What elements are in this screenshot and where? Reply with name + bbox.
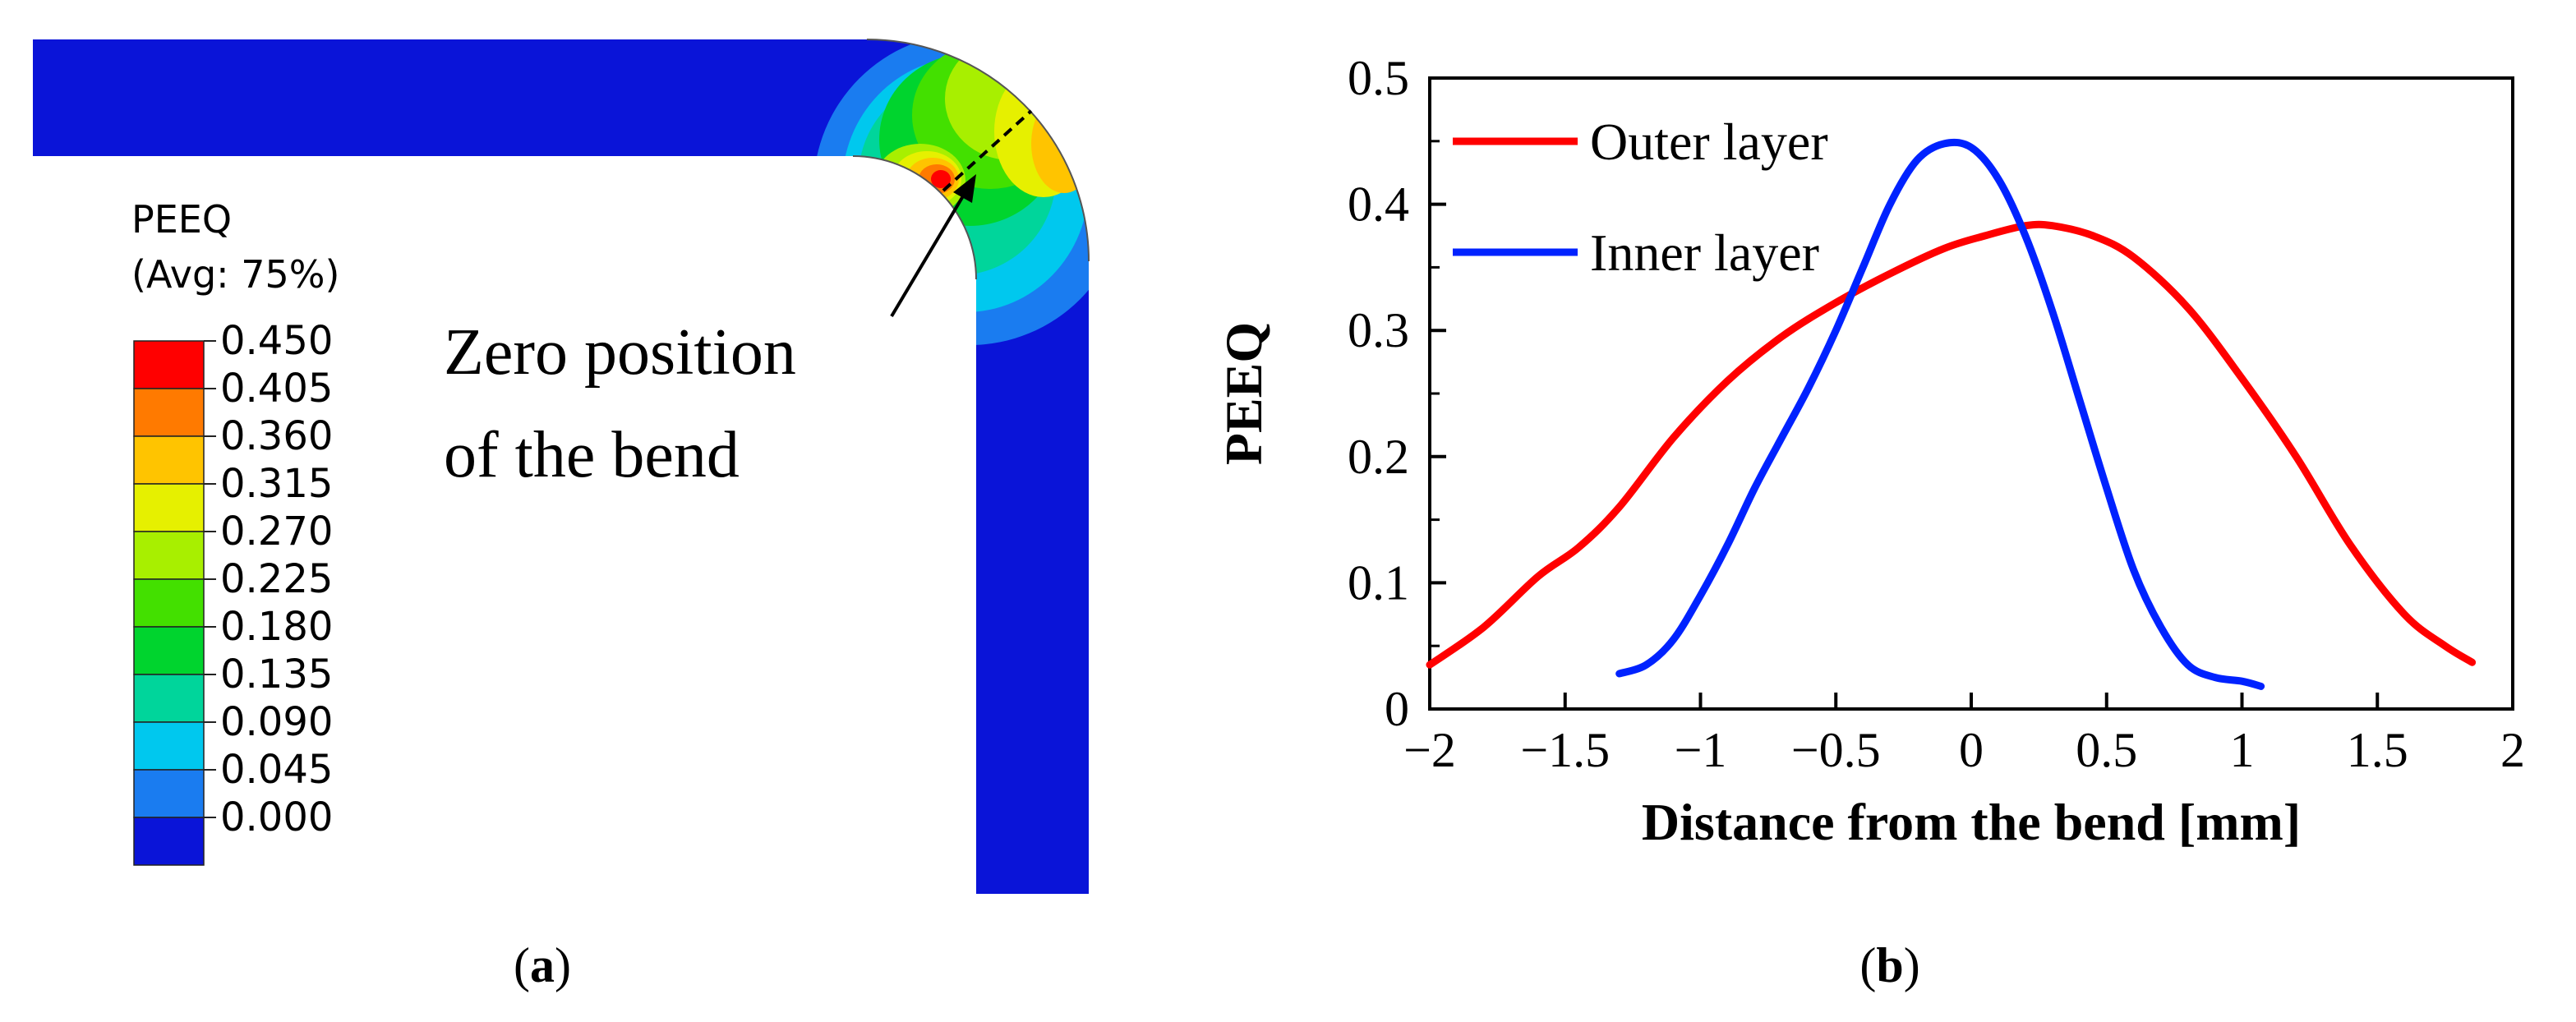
legend-swatch — [133, 435, 205, 485]
y-tick-label: 0.5 — [1348, 51, 1409, 105]
legend-level-label: 0.090 — [220, 699, 333, 745]
y-tick-label: 0.2 — [1348, 430, 1409, 484]
legend-entry-outer-layer: Outer layer — [1590, 113, 1828, 171]
y-tick-label: 0.3 — [1348, 303, 1409, 357]
x-tick-label: −0.5 — [1791, 723, 1881, 777]
pipe-outline — [852, 39, 1090, 280]
x-axis-label: Distance from the bend [mm] — [1642, 793, 2301, 851]
legend-swatch — [133, 721, 205, 771]
panel-a-label-close: ) — [555, 938, 571, 992]
legend-level-label: 0.135 — [220, 651, 333, 697]
x-tick-label: 0 — [1959, 723, 1984, 777]
panel-b-line-chart: 0 0.1 0.2 0.3 0.4 0.5 −2 −1.5 −1 −0.5 0 0.5 1 1.5 2 O… — [1214, 51, 2525, 992]
y-axis-ticks: 0 0.1 0.2 0.3 0.4 0.5 — [1348, 51, 1446, 736]
y-tick-label: 0 — [1385, 682, 1409, 736]
legend-level-label: 0.225 — [220, 556, 333, 602]
panel-b-label-letter: b — [1876, 938, 1903, 992]
series-line-outer-layer — [1426, 220, 2477, 669]
legend-swatch — [133, 578, 205, 628]
legend-swatch — [133, 626, 205, 675]
legend-level-label: 0.045 — [220, 747, 333, 793]
legend-swatch — [133, 388, 205, 437]
legend-title: PEEQ — [131, 197, 232, 242]
annotation-line-1: Zero position — [444, 316, 796, 389]
contour-legend: PEEQ (Avg: 75%) 0.4500.4050.3600.3150.27… — [131, 197, 339, 866]
panel-a-label: (a) — [514, 938, 571, 992]
legend-level-label: 0.450 — [220, 318, 333, 364]
legend-subtitle: (Avg: 75%) — [131, 252, 339, 297]
legend-swatch — [133, 674, 205, 723]
legend-swatch — [133, 817, 205, 866]
legend-level-label: 0.405 — [220, 366, 333, 412]
series-line-inner-layer — [1615, 138, 2265, 690]
legend-level-label: 0.360 — [220, 413, 333, 459]
x-tick-label: 0.5 — [2076, 723, 2137, 777]
x-tick-label: 1.5 — [2347, 723, 2408, 777]
y-tick-label: 0.1 — [1348, 555, 1409, 610]
panel-b-label-open: ( — [1859, 938, 1876, 992]
contour-inner-0450 — [931, 170, 951, 188]
x-tick-label: 2 — [2500, 723, 2525, 777]
x-tick-label: 1 — [2230, 723, 2255, 777]
y-axis-label: PEEQ — [1214, 322, 1273, 465]
legend-level-label: 0.315 — [220, 461, 333, 507]
x-tick-label: −1.5 — [1520, 723, 1610, 777]
legend-entry-inner-layer: Inner layer — [1590, 223, 1819, 282]
panel-a-label-open: ( — [514, 938, 530, 992]
zero-position-dashed-line — [942, 109, 1033, 192]
legend-swatch — [133, 483, 205, 532]
chart-legend: Outer layer Inner layer — [1453, 113, 1828, 282]
x-axis-ticks: −2 −1.5 −1 −0.5 0 0.5 1 1.5 2 — [1403, 693, 2525, 777]
legend-labels: 0.4500.4050.3600.3150.2700.2250.1800.135… — [204, 318, 333, 840]
panel-a-contour-plot: Zero position of the bend PEEQ (Avg: 75%… — [33, 39, 1090, 992]
legend-swatch — [133, 340, 205, 389]
legend-swatches — [133, 340, 205, 866]
legend-level-label: 0.180 — [220, 604, 333, 650]
panel-a-label-letter: a — [530, 938, 555, 992]
annotation-arrowhead — [953, 174, 976, 203]
x-tick-label: −2 — [1403, 723, 1456, 777]
annotation-line-2: of the bend — [444, 419, 740, 491]
panel-b-label: (b) — [1859, 938, 1919, 992]
contour-band-0360-outer — [1031, 94, 1089, 193]
y-tick-label: 0.4 — [1348, 177, 1409, 232]
legend-swatch — [133, 769, 205, 818]
annotation-arrow-shaft — [890, 189, 968, 318]
plot-frame — [1428, 76, 2514, 711]
panel-b-label-close: ) — [1904, 938, 1920, 992]
series-lines — [1426, 138, 2477, 690]
legend-swatch — [133, 531, 205, 580]
legend-level-label: 0.270 — [220, 509, 333, 555]
x-tick-label: −1 — [1675, 723, 1727, 777]
legend-level-label: 0.000 — [220, 794, 333, 840]
